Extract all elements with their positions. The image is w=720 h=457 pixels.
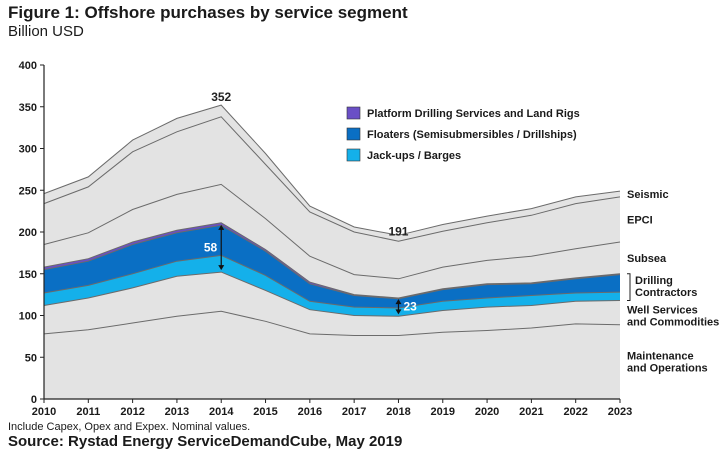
x-tick-label: 2023 (608, 406, 632, 418)
series-boundary-line (43, 183, 621, 280)
drilling-arrow-head-down (218, 265, 225, 271)
segment-label-line2: and Commodities (627, 317, 719, 329)
y-tick-label: 400 (19, 60, 37, 72)
series-boundary-line (43, 116, 621, 242)
x-tick-label: 2014 (209, 406, 234, 418)
y-tick-label: 300 (19, 144, 37, 156)
series-boundary-line (43, 104, 621, 236)
x-tick-label: 2016 (298, 406, 322, 418)
y-tick-label: 350 (19, 102, 37, 114)
chart-subtitle: Billion USD (8, 23, 84, 40)
footnote: Include Capex, Opex and Expex. Nominal v… (8, 421, 251, 433)
area-subsea (44, 184, 620, 298)
series-boundary-line (43, 271, 621, 317)
y-tick-label: 0 (31, 394, 37, 406)
y-tick-label: 150 (19, 269, 37, 281)
legend-label: Jack-ups / Barges (367, 150, 461, 162)
y-tick-label: 200 (19, 227, 37, 239)
drilling-arrow-head-up (218, 224, 225, 230)
x-tick-label: 2017 (342, 406, 366, 418)
x-tick-label: 2011 (76, 406, 100, 418)
drilling-arrow-head-up (395, 299, 402, 305)
source-line: Source: Rystad Energy ServiceDemandCube,… (8, 433, 403, 450)
area-floaters-semisubmersibles-drillships (44, 225, 620, 308)
x-tick-label: 2010 (32, 406, 56, 418)
x-tick-label: 2021 (519, 406, 543, 418)
x-tick-label: 2012 (120, 406, 144, 418)
chart-title: Figure 1: Offshore purchases by service … (8, 3, 408, 22)
area-maintenance-and-operations (44, 311, 620, 399)
legend: Platform Drilling Services and Land Rigs… (346, 106, 580, 162)
y-tick-label: 50 (25, 352, 37, 364)
segment-label-line2: and Operations (627, 362, 708, 374)
axes: 0 50 100 150 200 250 300 350 400 2010 2011 2012 2013… (19, 60, 633, 418)
series-boundary-line (43, 224, 621, 300)
area-well-services-and-commodities (44, 272, 620, 336)
series-boundary-line (43, 254, 621, 309)
legend-swatch (346, 148, 361, 162)
total-label: 191 (388, 225, 408, 239)
segment-label: Subsea (627, 253, 667, 265)
segment-label: Maintenance (627, 350, 694, 362)
x-tick-label: 2020 (475, 406, 499, 418)
legend-swatch (346, 106, 361, 120)
y-tick-label: 250 (19, 185, 37, 197)
drilling-value-label: 58 (204, 240, 218, 254)
segment-label: EPCI (627, 214, 653, 226)
segment-label: Drilling (635, 275, 673, 287)
x-tick-label: 2013 (165, 406, 189, 418)
area-jack-ups-barges (44, 255, 620, 317)
area-layers (44, 105, 620, 399)
series-boundary-line (43, 222, 621, 299)
x-tick-label: 2019 (431, 406, 455, 418)
x-tick-label: 2015 (253, 406, 277, 418)
area-epci (44, 116, 620, 279)
legend-swatch (346, 127, 361, 141)
drilling-bracket (627, 273, 631, 301)
legend-label: Floaters (Semisubmersibles / Drillships) (367, 129, 577, 141)
total-label: 352 (211, 90, 231, 104)
segment-label: Well Services (627, 305, 698, 317)
x-tick-label: 2018 (386, 406, 410, 418)
drilling-value-label: 23 (403, 299, 417, 313)
x-tick-label: 2022 (563, 406, 587, 418)
segment-label: Seismic (627, 189, 669, 201)
series-boundary-line (43, 310, 621, 336)
y-tick-label: 100 (19, 311, 37, 323)
drilling-arrow-head-down (395, 309, 402, 315)
series-boundaries (43, 104, 621, 336)
legend-label: Platform Drilling Services and Land Rigs (367, 108, 580, 120)
annotations: 352 191 58 23 (204, 90, 417, 315)
segment-label-line2: Contractors (635, 287, 697, 299)
